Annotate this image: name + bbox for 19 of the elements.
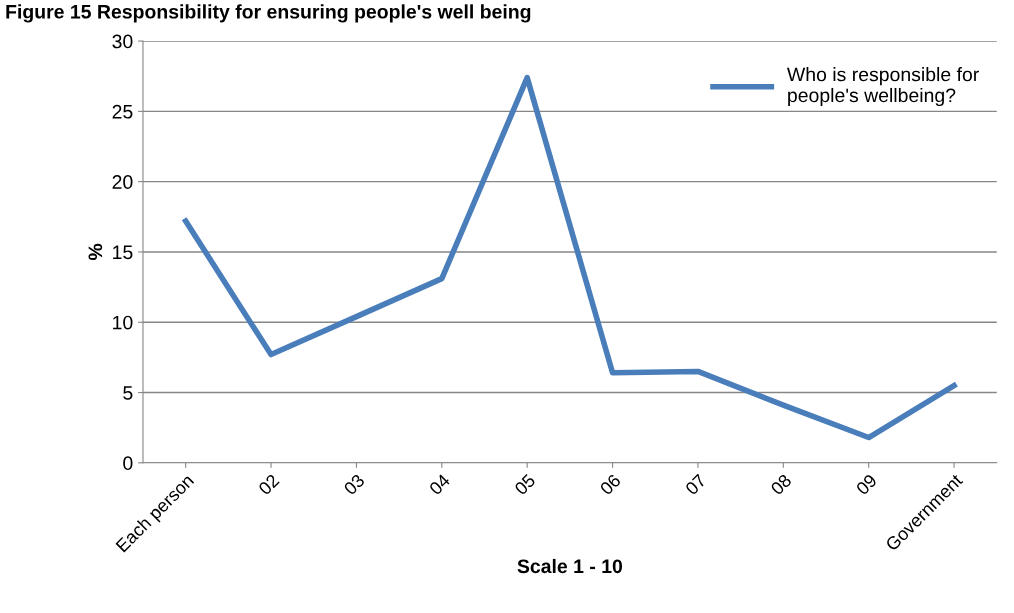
legend-label: Who is responsible for people's wellbeing?	[786, 67, 979, 107]
chart-title: Figure 15 Responsibility for ensuring people's well being	[6, 4, 531, 23]
y-tick-label: 10	[113, 315, 133, 330]
x-tick-label: 07	[684, 473, 707, 496]
x-tick-label: 05	[513, 473, 537, 496]
x-tick-label: 08	[769, 473, 793, 496]
y-tick-label: 0	[123, 456, 133, 471]
x-tick-label: 09	[855, 473, 878, 496]
y-tick-label: 25	[112, 104, 133, 119]
x-tick-label: 02	[257, 473, 280, 496]
x-tick-label: 06	[599, 473, 622, 496]
x-tick-label: 04	[428, 473, 451, 496]
y-tick-label: 20	[112, 175, 133, 189]
x-axis-title: Scale 1 - 10	[517, 558, 623, 574]
y-tick-label: 30	[112, 34, 133, 49]
y-tick-label: 15	[113, 245, 133, 260]
x-tick-label: 03	[343, 473, 366, 496]
y-tick-label: 5	[123, 386, 133, 400]
y-axis-title: %	[88, 243, 103, 261]
